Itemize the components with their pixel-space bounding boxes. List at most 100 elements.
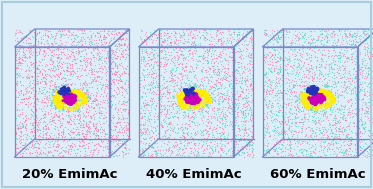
- Point: [26, 97, 32, 100]
- Point: [123, 89, 129, 92]
- Point: [154, 64, 160, 67]
- Point: [222, 58, 228, 61]
- Point: [46, 35, 51, 38]
- Point: [95, 31, 101, 34]
- Point: [359, 98, 365, 101]
- Point: [199, 95, 205, 98]
- Point: [295, 154, 301, 157]
- Point: [323, 112, 329, 115]
- Point: [59, 92, 65, 95]
- Point: [184, 126, 190, 129]
- Point: [300, 96, 306, 99]
- Point: [51, 91, 57, 94]
- Point: [216, 37, 222, 40]
- Point: [150, 53, 156, 56]
- Point: [200, 34, 206, 37]
- Point: [26, 46, 32, 50]
- Point: [359, 98, 365, 101]
- Point: [76, 91, 82, 94]
- Point: [163, 52, 169, 55]
- Point: [43, 29, 48, 32]
- Point: [147, 58, 153, 61]
- Point: [299, 101, 305, 105]
- Point: [244, 54, 250, 57]
- Point: [75, 113, 81, 116]
- Point: [218, 84, 224, 87]
- Point: [30, 133, 36, 136]
- Point: [288, 153, 294, 156]
- Point: [287, 95, 293, 98]
- Point: [341, 105, 347, 108]
- Point: [305, 87, 311, 90]
- Point: [97, 57, 103, 60]
- Point: [339, 36, 345, 39]
- Point: [37, 152, 43, 155]
- Point: [269, 54, 275, 57]
- Point: [53, 98, 59, 101]
- Point: [71, 114, 77, 117]
- Point: [218, 70, 224, 73]
- Point: [330, 143, 336, 146]
- Point: [121, 108, 127, 111]
- Point: [50, 64, 56, 67]
- Point: [218, 140, 224, 143]
- Point: [243, 131, 249, 134]
- Point: [73, 107, 79, 110]
- Point: [22, 113, 28, 116]
- Point: [66, 97, 72, 100]
- Point: [21, 40, 26, 43]
- Point: [175, 41, 181, 44]
- Point: [16, 53, 22, 56]
- Point: [192, 96, 198, 99]
- Point: [333, 116, 339, 119]
- Point: [61, 97, 67, 100]
- Point: [354, 40, 360, 43]
- Point: [182, 100, 188, 103]
- Point: [136, 105, 142, 108]
- Point: [354, 144, 360, 147]
- Point: [324, 31, 330, 34]
- Point: [205, 96, 211, 99]
- Point: [195, 100, 201, 103]
- Point: [95, 115, 101, 119]
- Point: [206, 98, 212, 101]
- Point: [301, 100, 307, 103]
- Point: [326, 98, 332, 101]
- Point: [147, 35, 153, 38]
- Point: [72, 36, 78, 40]
- Point: [26, 76, 32, 79]
- Point: [90, 149, 96, 152]
- Point: [141, 103, 147, 106]
- Point: [73, 100, 79, 103]
- Point: [273, 67, 279, 70]
- Point: [199, 69, 205, 72]
- Point: [229, 127, 235, 130]
- Point: [352, 35, 358, 38]
- Point: [193, 96, 199, 99]
- Point: [121, 72, 127, 75]
- Point: [122, 146, 128, 149]
- Point: [88, 68, 94, 71]
- Point: [30, 122, 36, 125]
- Point: [203, 85, 209, 88]
- Point: [313, 97, 319, 100]
- Point: [353, 124, 359, 127]
- Point: [217, 146, 223, 149]
- Point: [302, 127, 308, 130]
- Point: [310, 37, 316, 40]
- Point: [247, 69, 253, 72]
- Point: [164, 46, 170, 49]
- Point: [141, 64, 147, 67]
- Point: [142, 117, 148, 120]
- Point: [214, 65, 220, 68]
- Point: [153, 38, 159, 41]
- Point: [340, 69, 346, 72]
- Point: [225, 28, 231, 31]
- Point: [308, 90, 314, 93]
- Point: [147, 37, 153, 40]
- Point: [329, 96, 335, 99]
- Point: [88, 115, 94, 119]
- Point: [185, 91, 191, 94]
- Point: [93, 56, 99, 59]
- Point: [363, 64, 369, 67]
